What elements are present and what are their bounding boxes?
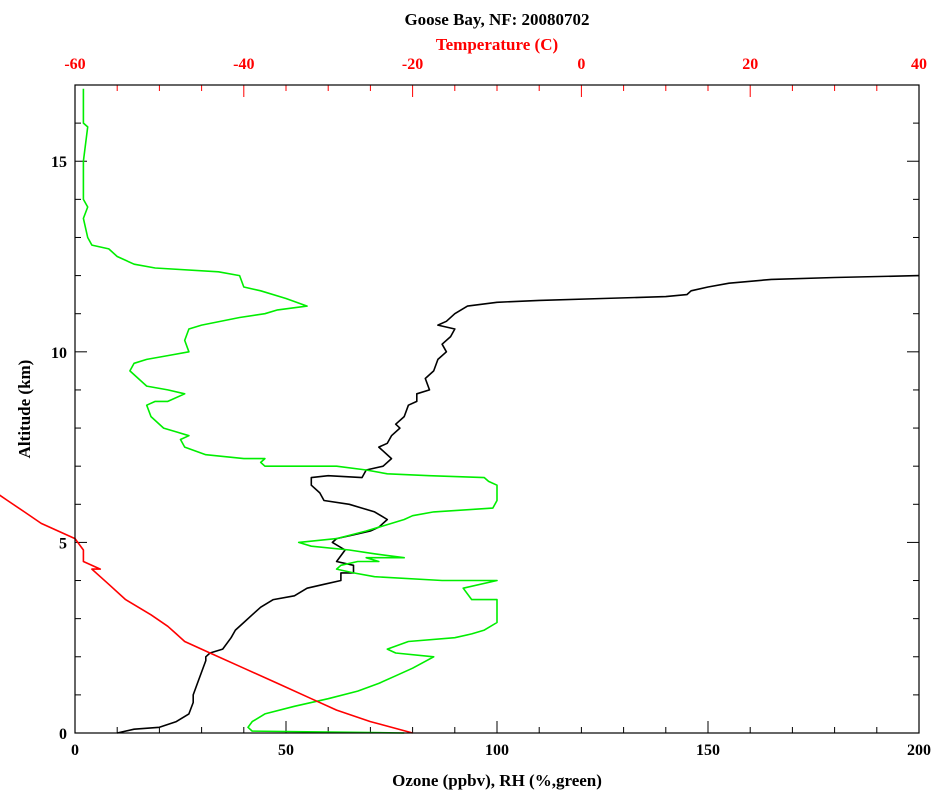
top-tick-label: 40	[911, 56, 927, 73]
x-tick-label: 0	[71, 742, 79, 759]
top-tick-label: -60	[64, 56, 85, 73]
y-tick-label: 0	[59, 726, 67, 743]
x-tick-label: 200	[907, 742, 931, 759]
top-tick-label: -20	[402, 56, 423, 73]
top-tick-label: 0	[577, 56, 585, 73]
temperature-line	[0, 494, 413, 734]
y-axis-label: Altitude (km)	[15, 360, 34, 459]
x-axis-label: Ozone (ppbv), RH (%,green)	[392, 771, 602, 790]
x-tick-label: 150	[696, 742, 720, 759]
x-tick-label: 50	[278, 742, 294, 759]
top-tick-label: 20	[742, 56, 758, 73]
plot-frame	[74, 84, 920, 734]
rh-line	[82, 88, 498, 734]
chart-title: Goose Bay, NF: 20080702	[404, 10, 589, 29]
y-tick-label: 5	[59, 535, 67, 552]
top-tick-label: -40	[233, 56, 254, 73]
y-tick-label: 15	[51, 154, 67, 171]
axis-ticks: 0 50 100 150 200 -60 -40 -20 0 20 40 0 5 10 15	[51, 56, 931, 759]
x-tick-label: 100	[485, 742, 509, 759]
top-axis-label: Temperature (C)	[436, 35, 558, 54]
ozone-line	[117, 274, 920, 734]
series-group	[0, 88, 920, 734]
y-tick-label: 10	[51, 345, 67, 362]
